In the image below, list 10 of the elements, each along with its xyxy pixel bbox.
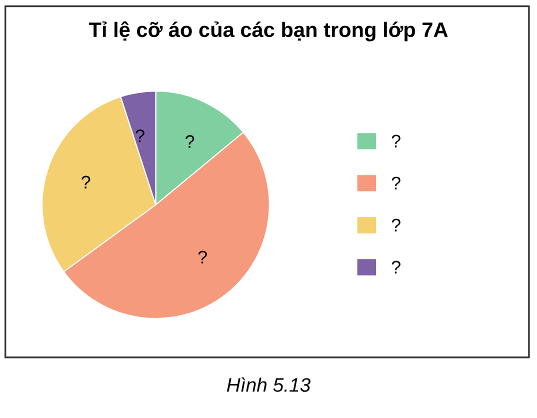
legend-label: ?: [392, 260, 400, 274]
slice-label: ?: [136, 130, 144, 142]
slice-label: ?: [82, 176, 90, 188]
slice-label: ?: [198, 250, 207, 264]
chart-title: Tỉ lệ cỡ áo của các bạn trong lớp 7A: [88, 21, 448, 42]
legend-label: ?: [392, 176, 400, 190]
legend-label: ?: [392, 218, 400, 232]
legend-label: ?: [392, 134, 400, 148]
text: Hình 5.13: [226, 377, 310, 392]
slice-label: ?: [186, 135, 194, 148]
